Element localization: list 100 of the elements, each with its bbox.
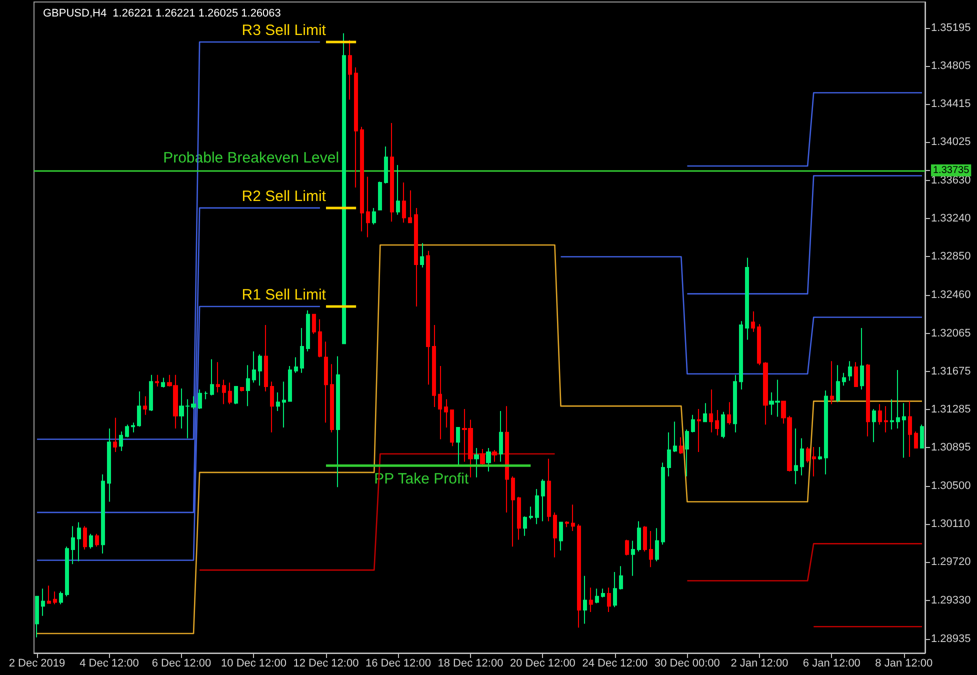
y-tick-label: 1.35195 [931,22,971,34]
y-tick-label: 1.31675 [931,365,971,378]
candlestick [806,446,810,464]
candlestick [643,526,647,552]
candlestick [866,364,870,437]
y-tick-label: 1.32850 [931,250,971,263]
x-tick-label: 2 Jan 12:00 [730,658,788,670]
candlestick [480,448,485,468]
candlestick [523,516,527,536]
candlestick [571,504,575,532]
candlestick [119,430,123,452]
candlestick [258,354,262,386]
candlestick [432,324,436,408]
candlestick [547,458,551,522]
y-tick-label: 1.32460 [931,288,971,301]
candlestick [631,540,635,576]
candlestick [842,372,846,386]
candlestick [812,446,816,477]
y-tick-label: 1.33240 [931,212,971,225]
candlestick [384,146,388,184]
candlestick [137,390,141,428]
candlestick [89,533,93,550]
candlestick [47,585,51,604]
line-series [36,244,923,634]
candlestick [914,430,918,449]
x-tick-label: 8 Jan 12:00 [875,658,933,670]
series-label: R1 Sell Limit [242,286,327,304]
y-tick-label: 1.34415 [931,98,971,110]
candlestick [288,366,292,402]
candlestick [613,571,617,608]
candlestick [884,406,888,433]
candlestick [210,358,214,396]
y-tick-label: 1.33630 [931,174,971,187]
candlestick [649,530,653,568]
candlestick [709,388,713,433]
candlestick [697,408,701,452]
candlestick [276,392,280,412]
candlestick [450,409,454,447]
candlestick [366,176,370,238]
candlestick [161,377,165,388]
candlestick [65,546,69,597]
candlestick [619,566,623,590]
y-tick-label: 1.30500 [931,480,971,492]
candlestick [372,207,376,226]
candlestick [589,587,593,613]
candlestick [872,408,876,443]
candlestick [77,522,81,562]
candlestick [59,591,63,605]
candlestick [53,591,57,605]
candlestick [306,310,310,352]
candlestick [715,409,719,436]
candlestick [685,428,689,477]
candlestick [541,478,545,522]
candlestick [854,362,858,388]
candlestick [751,310,755,332]
x-tick-label: 6 Jan 12:00 [802,658,860,670]
y-tick-label: 1.29720 [931,556,971,568]
candlestick [565,520,569,528]
candlestick [800,438,804,476]
x-tick-label: 6 Dec 12:00 [152,658,212,670]
candlestick [625,539,629,556]
x-tick-label: 16 Dec 12:00 [366,658,431,670]
candlestick [908,400,912,458]
text: GBPUSD,H4 1.26221 1.26221 1.26025 1.26063 [43,8,281,20]
candlestick [438,366,442,440]
candlestick [420,242,424,268]
candlestick [107,428,111,502]
candlestick [757,324,761,366]
candlestick [902,402,906,458]
candlestick [414,207,418,308]
candlestick [204,390,208,400]
series-label: R3 Sell Limit [242,22,327,40]
candlestick [264,324,268,392]
y-tick-label: 1.31285 [931,403,971,416]
candlestick [390,122,394,222]
y-tick-label: 1.30895 [931,442,971,454]
candlestick [252,350,256,384]
candlestick [83,526,87,550]
candlestick [920,424,924,449]
candlestick [342,32,346,344]
candlestick [71,526,75,565]
candlestick [818,446,822,460]
candlestick [745,257,749,340]
candlestick [595,588,599,604]
candlestick [426,250,430,386]
candlestick [577,524,581,628]
candlestick [836,364,840,403]
candlestick [240,387,244,392]
candlestick [721,411,725,439]
candlestick [101,474,105,554]
candlestick [155,374,159,388]
candlestick [270,381,274,433]
candlestick [637,520,641,552]
candlestick [35,596,39,638]
x-tick-label: 4 Dec 12:00 [80,658,139,670]
x-tick-label: 18 Dec 12:00 [438,658,504,670]
candlestick [499,410,503,462]
candlestick [402,182,406,224]
x-tick-label: 20 Dec 12:00 [510,658,576,670]
candlestick [679,436,683,454]
